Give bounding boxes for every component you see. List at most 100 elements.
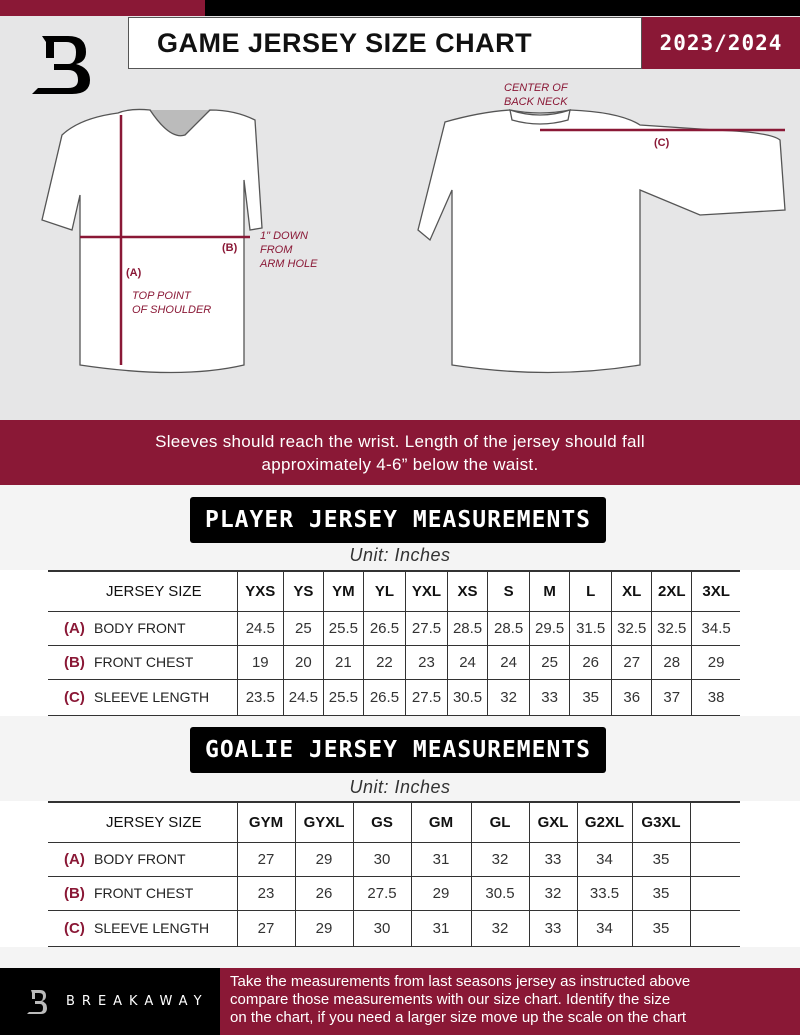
value-cell: 32 [470, 910, 529, 947]
value-cell: 26.5 [362, 679, 406, 716]
value-cell: 30.5 [447, 679, 488, 716]
row-label: (A) BODY FRONT [48, 611, 238, 646]
jersey-back [417, 109, 786, 374]
value-cell: 31 [410, 910, 471, 947]
value-cell: 35 [631, 876, 690, 911]
measure-letter: (C) [64, 688, 85, 706]
size-yxs: YXS [236, 570, 284, 612]
value-cell: 27 [611, 645, 652, 680]
center-back-neck-note: CENTER OF BACK NECK [504, 82, 568, 108]
label-a: (A) [126, 267, 142, 279]
size-blank [689, 801, 740, 843]
player-section-title: PLAYER JERSEY MEASUREMENTS [190, 497, 606, 543]
value-cell: 32 [528, 876, 577, 911]
table-row: (A) BODY FRONT 27 29 30 31 32 33 34 35 [48, 842, 740, 877]
goalie-unit: Unit: Inches [349, 777, 451, 797]
table-header-row: JERSEY SIZE YXS YS YM YL YXL XS S M L XL 2XL 3XL [48, 570, 740, 612]
size-gm: GM [410, 801, 471, 843]
value-cell: 29.5 [529, 611, 570, 646]
row-label: (C) SLEEVE LENGTH [48, 679, 238, 716]
row-label: (A) BODY FRONT [48, 842, 237, 877]
size-g3xl: G3XL [631, 801, 690, 843]
value-cell: 23.5 [236, 679, 284, 716]
arm-hole-note: 1" DOWN FROM ARM HOLE [260, 230, 318, 270]
size-gs: GS [352, 801, 411, 843]
table-row: (B) FRONT CHEST 19 20 21 22 23 24 24 25 26 27 28 29 [48, 645, 740, 680]
size-ym: YM [322, 570, 364, 612]
size-m: M [529, 570, 570, 612]
value-cell: 31 [410, 842, 471, 877]
goalie-section-title: GOALIE JERSEY MEASUREMENTS [190, 727, 606, 773]
size-yxl: YXL [404, 570, 448, 612]
top-bar-accent [0, 0, 205, 16]
value-cell: 26 [294, 876, 353, 911]
value-cell: 32 [487, 679, 530, 716]
measure-name: BODY FRONT [94, 619, 186, 636]
value-cell: 35 [631, 842, 690, 877]
table-row: (B) FRONT CHEST 23 26 27.5 29 30.5 32 33.5 35 [48, 876, 740, 911]
value-cell: 33.5 [576, 876, 632, 911]
size-gxl: GXL [528, 801, 577, 843]
value-cell: 32.5 [651, 611, 692, 646]
value-cell: 30.5 [470, 876, 529, 911]
value-cell: 22 [362, 645, 406, 680]
value-cell: 31.5 [569, 611, 612, 646]
breakaway-logo [32, 36, 90, 94]
value-cell: 24.5 [282, 679, 324, 716]
value-cell: 19 [236, 645, 284, 680]
top-bar-dark [205, 0, 800, 16]
breakaway-logo-small [27, 989, 47, 1014]
measure-letter: (A) [64, 619, 85, 637]
measure-letter: (B) [64, 884, 85, 902]
size-l: L [569, 570, 612, 612]
size-xl: XL [611, 570, 652, 612]
goalie-measurements-table: JERSEY SIZE GYM GYXL GS GM GL GXL G2XL G3XL (A) BO… [48, 801, 740, 947]
value-cell: 35 [569, 679, 612, 716]
value-cell: 34.5 [691, 611, 740, 646]
value-cell: 24.5 [236, 611, 284, 646]
table-row: (C) SLEEVE LENGTH 23.5 24.5 25.5 26.5 27.5 30.5… [48, 679, 740, 716]
jersey-diagram [41, 108, 786, 374]
measure-letter: (B) [64, 653, 85, 671]
measure-letter: (A) [64, 850, 85, 868]
size-3xl: 3XL [691, 570, 740, 612]
label-b: (B) [222, 242, 238, 254]
value-cell: 27 [236, 910, 295, 947]
value-cell: 36 [611, 679, 652, 716]
measure-name: FRONT CHEST [94, 653, 194, 670]
value-cell: 29 [410, 876, 471, 911]
row-label: (B) FRONT CHEST [48, 876, 237, 911]
value-cell: 34 [576, 842, 632, 877]
size-gyxl: GYXL [294, 801, 353, 843]
value-cell: 30 [352, 842, 411, 877]
size-ys: YS [282, 570, 324, 612]
value-cell: 29 [691, 645, 740, 680]
size-g2xl: G2XL [576, 801, 632, 843]
value-cell: 29 [294, 910, 353, 947]
measure-name: BODY FRONT [94, 850, 186, 867]
value-cell: 26 [569, 645, 612, 680]
value-cell: 33 [528, 910, 577, 947]
size-gym: GYM [236, 801, 295, 843]
size-xs: XS [447, 570, 488, 612]
value-cell [689, 910, 740, 947]
season-badge: 2023/2024 [642, 17, 800, 69]
footer-brand: BREAKAWAY [0, 968, 220, 1035]
value-cell: 29 [294, 842, 353, 877]
table-row: (A) BODY FRONT 24.5 25 25.5 26.5 27.5 28.5 28.5 2… [48, 611, 740, 646]
value-cell: 34 [576, 910, 632, 947]
measure-name: SLEEVE LENGTH [94, 688, 210, 705]
size-header: JERSEY SIZE [48, 801, 237, 843]
value-cell: 23 [236, 876, 295, 911]
value-cell: 35 [631, 910, 690, 947]
value-cell: 21 [322, 645, 364, 680]
value-cell: 28.5 [487, 611, 530, 646]
value-cell: 37 [651, 679, 692, 716]
value-cell: 20 [282, 645, 324, 680]
value-cell: 32.5 [611, 611, 652, 646]
value-cell: 27.5 [404, 679, 448, 716]
value-cell: 33 [528, 842, 577, 877]
label-c: (C) [654, 137, 670, 149]
measure-name: SLEEVE LENGTH [94, 919, 210, 936]
value-cell: 27.5 [404, 611, 448, 646]
